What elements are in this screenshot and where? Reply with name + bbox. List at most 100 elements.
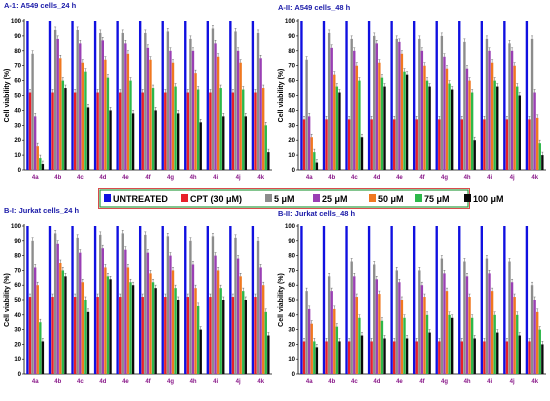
legend-label: 100 μM [473, 194, 504, 204]
bar [93, 21, 97, 170]
category-label: 4i [213, 175, 218, 181]
bar [144, 234, 147, 374]
bar [530, 38, 534, 170]
y-tick-label: 70 [288, 64, 295, 70]
bar [460, 341, 464, 374]
bar [33, 267, 37, 374]
bar [503, 226, 506, 374]
category-label: 4b [54, 379, 61, 385]
bar [262, 88, 265, 170]
bar [229, 21, 232, 170]
bar [48, 226, 52, 374]
bar [174, 288, 177, 374]
bar [51, 297, 54, 374]
bar [144, 32, 147, 170]
bar [234, 237, 237, 374]
bar [219, 288, 222, 374]
category-label: 4c [351, 175, 358, 181]
bar [231, 297, 235, 374]
y-tick-label: 30 [288, 123, 295, 129]
bar [126, 267, 130, 374]
bar [267, 152, 270, 170]
bar [398, 282, 401, 374]
bar [53, 29, 57, 170]
category-label: 4c [351, 379, 358, 385]
y-tick-label: 10 [288, 357, 295, 363]
category-label: 4b [328, 379, 335, 385]
bar [412, 226, 416, 374]
y-tick-label: 80 [288, 49, 295, 55]
bar [353, 50, 356, 170]
bar [106, 77, 110, 170]
bar [138, 21, 142, 170]
bar [300, 21, 303, 170]
bar [99, 32, 102, 170]
bar [390, 226, 393, 374]
bar [465, 68, 469, 170]
bar [327, 276, 331, 374]
y-tick-label: 50 [288, 298, 295, 304]
bar [302, 341, 306, 374]
category-label: 4j [236, 379, 241, 385]
bar [194, 73, 197, 170]
bar [488, 50, 491, 170]
bar [176, 113, 180, 170]
bar [350, 38, 353, 170]
bar [119, 297, 122, 374]
bar [325, 341, 328, 374]
bar [26, 226, 29, 374]
bar [116, 21, 119, 170]
bar [141, 297, 144, 374]
legend-label: 50 μM [378, 194, 404, 204]
bar [403, 317, 406, 374]
bar [370, 119, 373, 170]
y-tick-label: 40 [288, 108, 295, 114]
bar [450, 89, 454, 170]
bar [300, 226, 303, 374]
bar [355, 65, 359, 170]
category-label: 4g [441, 379, 448, 385]
bar [395, 38, 398, 170]
y-axis-label: Cell viability (%) [278, 273, 285, 327]
bar [440, 258, 444, 374]
bar [84, 300, 87, 374]
category-label: 4e [396, 175, 403, 181]
bar [315, 347, 319, 374]
bar [428, 332, 431, 374]
bar [64, 88, 67, 170]
bar [166, 31, 170, 171]
bar [124, 43, 127, 170]
category-label: 4i [487, 175, 492, 181]
bar [425, 80, 429, 170]
bar [370, 341, 373, 374]
bar [508, 261, 511, 374]
bar [239, 276, 242, 374]
y-tick-label: 0 [292, 372, 296, 378]
bar [36, 285, 39, 374]
category-label: 4f [419, 175, 425, 181]
bar [458, 226, 461, 374]
legend-swatch [181, 194, 188, 202]
bar [445, 291, 449, 374]
bar [503, 21, 506, 170]
bar [443, 273, 446, 374]
bar [518, 95, 521, 170]
bar [93, 226, 97, 374]
bar [473, 140, 476, 170]
bar [56, 243, 59, 374]
bar [423, 65, 426, 170]
bar [483, 119, 486, 170]
bar [505, 119, 509, 170]
bar [400, 300, 404, 374]
category-label: 4k [257, 175, 264, 181]
category-label: 4h [464, 175, 471, 181]
bar [533, 92, 536, 170]
bar [358, 80, 361, 170]
y-tick-label: 60 [288, 79, 295, 85]
bar [425, 314, 429, 374]
bar [313, 152, 316, 170]
bar [305, 59, 308, 170]
bar [186, 297, 190, 374]
bar [219, 88, 222, 170]
